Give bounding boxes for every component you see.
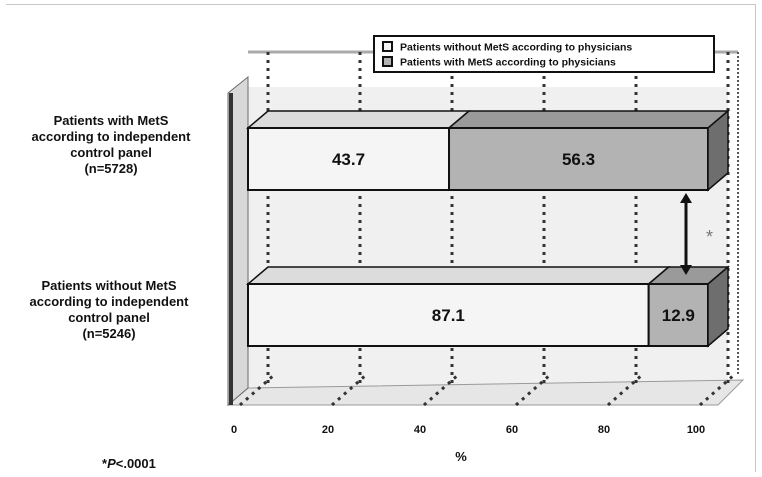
legend: Patients without MetS according to physi… (373, 35, 715, 73)
legend-swatch (382, 41, 393, 52)
legend-entry-label: Patients with MetS according to physicia… (400, 57, 616, 69)
chart-figure: 43.7 56.3 87.1 12.9 * 0 20 40 60 80 100% Patients w… (6, 4, 756, 472)
bar-segment-1-0 (247, 283, 650, 347)
bar-side-0 (707, 109, 729, 192)
footnote: *P<.0001 (102, 456, 156, 471)
bar-value-label-0-0: 43.7 (332, 150, 365, 169)
x-tick-label: 80 (598, 424, 610, 436)
x-axis-label: % (455, 449, 467, 464)
category-label-with-mets: Patients with MetS according to independ… (31, 113, 191, 176)
bar-segment-0-0 (247, 127, 451, 191)
legend-box (373, 35, 715, 73)
x-tick-label: 20 (322, 424, 334, 436)
legend-swatch (382, 56, 393, 67)
significance-arrowhead-down (680, 265, 692, 275)
bar-top-0-1 (446, 110, 731, 129)
bar-value-label-1-0: 87.1 (432, 306, 465, 325)
x-tick-label: 0 (231, 424, 237, 436)
x-tick-label: 40 (414, 424, 426, 436)
bar-top-1-0 (245, 266, 671, 285)
legend-entry-label: Patients without MetS according to physi… (400, 42, 632, 54)
category-label-without-mets: Patients without MetS according to indep… (29, 278, 189, 341)
chart-canvas: 43.7 56.3 87.1 12.9 * 0 20 40 60 80 100% Patients w… (226, 35, 745, 464)
bar-top-0-0 (245, 110, 472, 129)
bar-value-label-1-1: 12.9 (662, 306, 695, 325)
bar-segment-0-1 (448, 127, 709, 191)
bar-side-1 (707, 265, 729, 348)
significance-marker: * (706, 227, 713, 247)
bar-value-label-0-1: 56.3 (562, 150, 595, 169)
x-tick-label: 100 (687, 424, 705, 436)
x-tick-label: 60 (506, 424, 518, 436)
significance-arrowhead-up (680, 193, 692, 203)
